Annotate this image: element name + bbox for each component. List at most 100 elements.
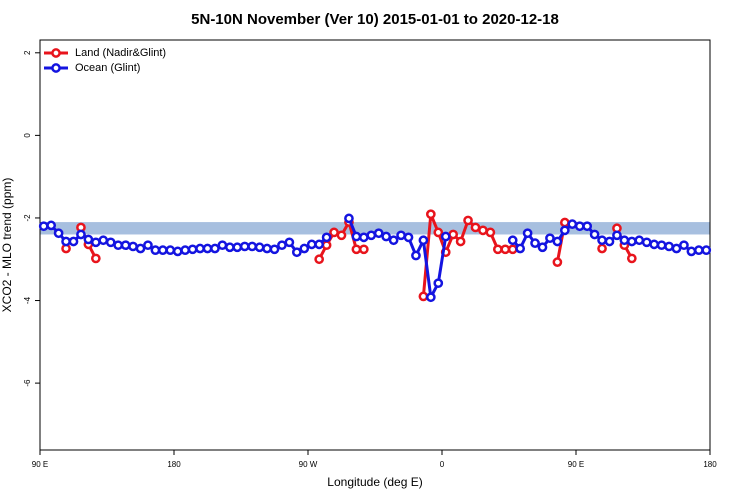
data-point <box>284 237 295 248</box>
data-point <box>232 242 243 253</box>
data-point <box>567 219 578 229</box>
data-point <box>224 242 235 253</box>
data-point <box>321 240 332 251</box>
data-point <box>671 243 682 254</box>
data-point <box>180 245 191 256</box>
data-point <box>664 241 674 252</box>
legend-label: Land (Nadir&Glint) <box>75 47 166 59</box>
data-point <box>239 241 250 252</box>
data-point <box>90 253 101 264</box>
data-point <box>329 227 339 238</box>
data-point <box>68 236 79 247</box>
data-point <box>128 241 138 252</box>
data-point <box>46 220 57 231</box>
legend-marker <box>51 48 61 58</box>
data-point <box>358 232 369 243</box>
data-point <box>522 228 533 239</box>
data-point <box>344 213 354 224</box>
data-point <box>38 221 49 232</box>
data-point <box>433 278 444 289</box>
data-point <box>492 244 503 255</box>
data-point <box>626 253 637 264</box>
data-point <box>314 239 325 250</box>
y-tick-label: -2 <box>23 214 32 222</box>
data-point <box>425 209 436 220</box>
data-point <box>679 240 689 251</box>
x-tick-label: 180 <box>167 460 181 469</box>
data-point <box>403 232 414 243</box>
data-point <box>351 244 362 255</box>
data-point <box>277 240 287 251</box>
data-point <box>582 221 593 232</box>
plot-frame <box>39 39 711 451</box>
data-point <box>388 235 399 246</box>
y-axis-label: XCO2 - MLO trend (ppm) <box>0 178 14 313</box>
data-point <box>455 236 466 247</box>
data-point <box>478 225 488 236</box>
data-point <box>143 240 153 251</box>
y-tick-label: -6 <box>23 379 32 387</box>
data-point <box>373 228 384 239</box>
data-point <box>425 292 436 303</box>
data-point <box>98 235 109 246</box>
data-point <box>470 222 481 233</box>
x-axis-label: Longitude (deg E) <box>327 475 422 489</box>
data-point <box>589 229 600 240</box>
data-point <box>351 231 362 242</box>
band <box>40 222 710 235</box>
data-point <box>262 243 272 254</box>
data-point <box>433 227 444 238</box>
data-point <box>418 291 429 302</box>
data-point <box>411 250 421 261</box>
data-point <box>202 243 213 254</box>
data-point <box>559 217 570 228</box>
legend-marker <box>51 63 61 73</box>
data-point <box>396 230 406 241</box>
data-point <box>314 254 325 265</box>
data-point <box>597 243 607 254</box>
x-tick-label: 0 <box>440 460 445 469</box>
data-point <box>626 236 637 247</box>
data-point <box>485 227 496 238</box>
data-point <box>306 239 317 250</box>
data-point <box>90 237 101 248</box>
data-point <box>649 239 660 250</box>
data-point <box>157 245 168 256</box>
data-point <box>358 244 369 255</box>
data-point <box>210 243 220 254</box>
data-point <box>113 240 124 251</box>
data-point <box>187 244 198 255</box>
data-point <box>150 245 161 256</box>
data-point <box>254 242 265 253</box>
x-tick-label: 90 W <box>299 460 318 469</box>
chart-title: 5N-10N November (Ver 10) 2015-01-01 to 2… <box>191 11 559 28</box>
data-point <box>418 235 429 246</box>
data-point <box>83 234 94 245</box>
data-point <box>299 243 310 254</box>
data-point <box>381 231 392 242</box>
data-point <box>321 232 332 243</box>
data-point <box>634 235 645 246</box>
data-point <box>507 244 518 255</box>
data-point <box>515 243 526 254</box>
data-point <box>217 240 228 251</box>
data-point <box>336 230 347 241</box>
y-tick-label: -4 <box>23 296 32 304</box>
data-point <box>500 244 511 255</box>
x-tick-label: 90 E <box>568 460 584 469</box>
data-point <box>105 237 116 248</box>
data-point <box>574 221 585 232</box>
y-tick-label: 0 <box>23 133 32 138</box>
legend-label: Ocean (Glint) <box>75 62 140 74</box>
data-point <box>120 240 131 251</box>
data-point <box>448 229 459 240</box>
data-point <box>53 228 64 239</box>
x-tick-label: 90 E <box>32 460 48 469</box>
x-tick-label: 180 <box>703 460 717 469</box>
data-point <box>269 244 280 255</box>
data-point <box>545 233 555 244</box>
data-point <box>440 231 451 242</box>
data-point <box>61 236 71 247</box>
data-point <box>597 235 607 246</box>
